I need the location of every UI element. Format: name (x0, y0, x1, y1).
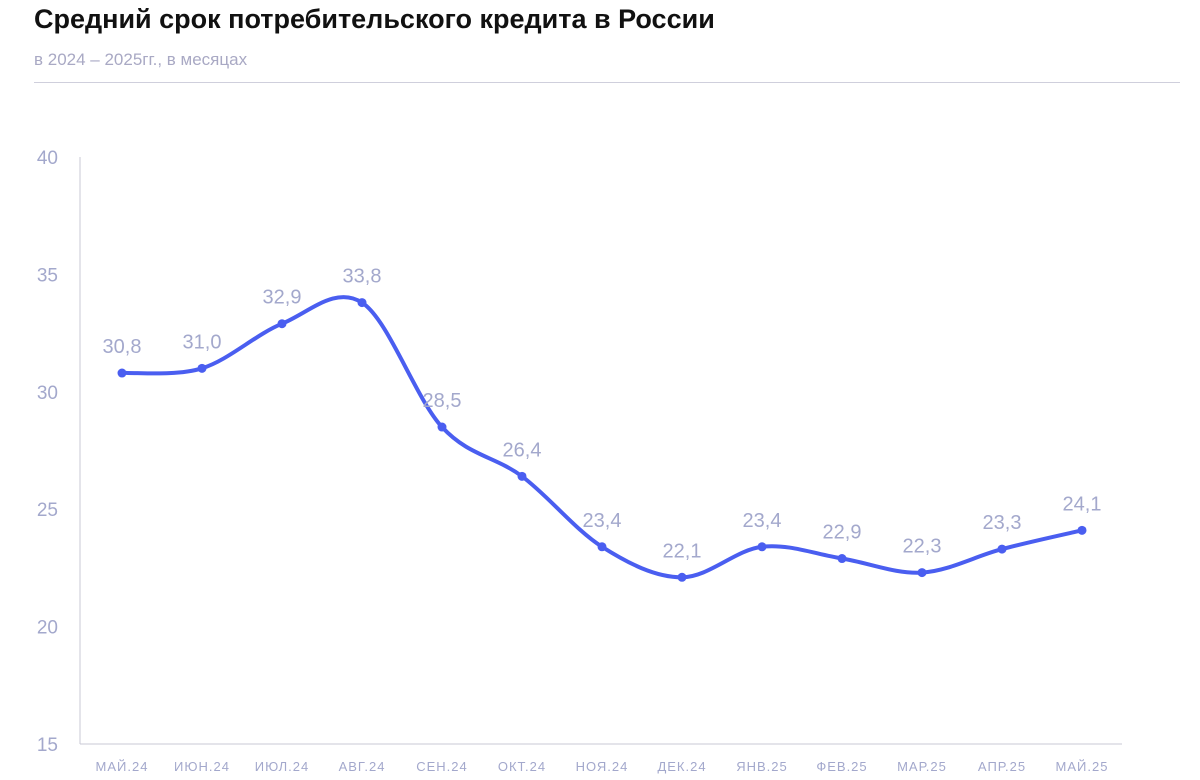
data-point (517, 471, 527, 481)
y-tick-label: 30 (37, 383, 58, 404)
data-label: 30,8 (103, 336, 142, 358)
data-label: 23,4 (583, 510, 622, 532)
x-tick-label: ДЕК.24 (657, 759, 706, 774)
x-tick-label: ИЮЛ.24 (255, 759, 310, 774)
data-point (277, 319, 287, 329)
data-label: 32,9 (263, 287, 302, 309)
x-tick-label: МАЙ.24 (96, 759, 149, 774)
chart-title: Средний срок потребительского кредита в … (34, 4, 715, 34)
data-point (757, 542, 767, 552)
data-point (917, 568, 927, 578)
data-point (597, 542, 607, 552)
y-tick-label: 35 (37, 265, 58, 286)
data-label: 28,5 (423, 390, 462, 412)
data-point (837, 554, 847, 564)
data-label: 22,1 (663, 540, 702, 562)
data-label: 31,0 (183, 331, 222, 353)
x-tick-label: ОКТ.24 (498, 759, 546, 774)
x-tick-label: МАР.25 (897, 759, 947, 774)
data-point (437, 422, 447, 432)
data-point (117, 368, 127, 378)
data-point (677, 572, 687, 582)
y-tick-label: 25 (37, 500, 58, 521)
data-label: 33,8 (343, 266, 382, 288)
x-tick-label: СЕН.24 (416, 759, 468, 774)
x-tick-label: ЯНВ.25 (736, 759, 788, 774)
data-label: 23,4 (743, 510, 782, 532)
x-tick-label: АВГ.24 (339, 759, 386, 774)
data-label: 23,3 (983, 512, 1022, 534)
x-tick-label: ФЕВ.25 (816, 759, 867, 774)
x-tick-label: АПР.25 (978, 759, 1026, 774)
x-tick-label: ИЮН.24 (174, 759, 230, 774)
header-divider (34, 82, 1180, 83)
data-point (1077, 525, 1087, 535)
data-label: 26,4 (503, 439, 542, 461)
data-point (997, 544, 1007, 554)
y-tick-label: 20 (37, 618, 58, 639)
data-label: 22,3 (903, 536, 942, 558)
y-tick-label: 15 (37, 735, 58, 756)
data-point (197, 363, 207, 373)
data-point (357, 298, 367, 308)
data-label: 22,9 (823, 522, 862, 544)
x-tick-label: МАЙ.25 (1056, 759, 1109, 774)
chart-subtitle: в 2024 – 2025гг., в месяцах (34, 50, 248, 69)
data-label: 24,1 (1063, 493, 1102, 515)
x-tick-label: НОЯ.24 (576, 759, 629, 774)
y-tick-label: 40 (37, 148, 58, 169)
